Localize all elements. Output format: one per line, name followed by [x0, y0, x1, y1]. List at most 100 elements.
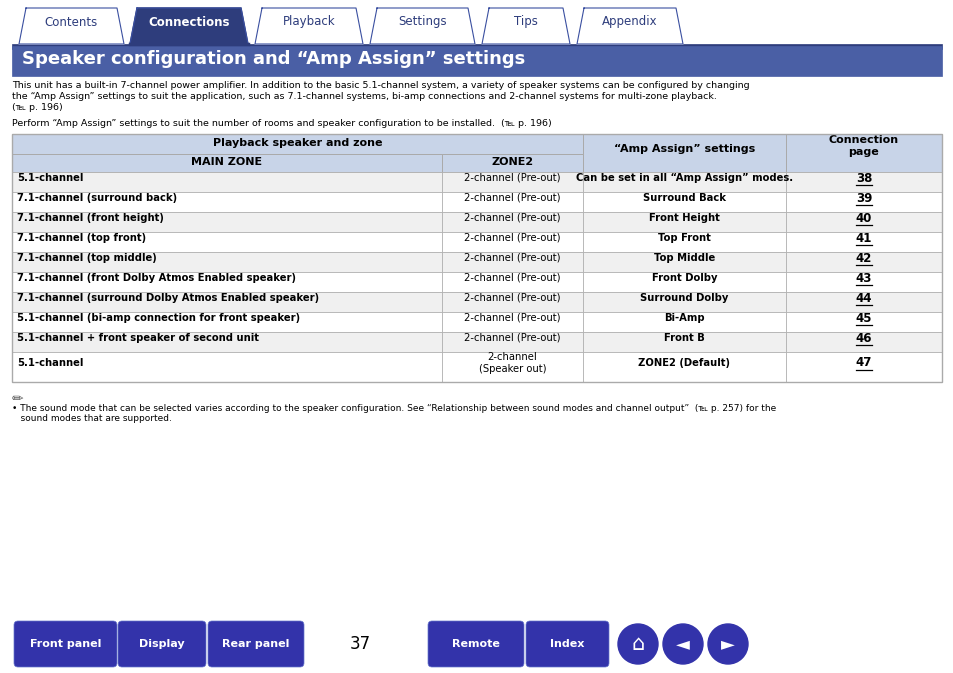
Text: Surround Back: Surround Back: [642, 193, 725, 203]
Polygon shape: [254, 8, 363, 44]
Text: 7.1-channel (surround back): 7.1-channel (surround back): [17, 193, 177, 203]
Bar: [12, 134, 941, 382]
Text: ◄: ◄: [676, 635, 689, 653]
Text: Playback: Playback: [282, 15, 335, 28]
Text: Front Dolby: Front Dolby: [651, 273, 717, 283]
Text: 2-channel (Pre-out): 2-channel (Pre-out): [464, 213, 560, 223]
Text: Connections: Connections: [148, 15, 230, 28]
Text: Front Height: Front Height: [648, 213, 720, 223]
Bar: [12, 292, 441, 312]
Text: Display: Display: [139, 639, 185, 649]
Bar: [441, 172, 582, 192]
Text: 39: 39: [855, 192, 871, 205]
Bar: [441, 352, 582, 382]
Text: Remote: Remote: [452, 639, 499, 649]
Bar: [785, 332, 941, 352]
Bar: [785, 232, 941, 252]
Text: 41: 41: [855, 232, 871, 244]
Bar: [785, 212, 941, 232]
Bar: [582, 292, 785, 312]
Polygon shape: [481, 8, 569, 44]
Text: 45: 45: [855, 312, 871, 324]
Bar: [582, 232, 785, 252]
Bar: [441, 332, 582, 352]
Bar: [785, 172, 941, 192]
Text: 2-channel (Pre-out): 2-channel (Pre-out): [464, 233, 560, 243]
Text: 2-channel (Pre-out): 2-channel (Pre-out): [464, 253, 560, 263]
Text: (℡ p. 196): (℡ p. 196): [12, 103, 63, 112]
Bar: [441, 154, 582, 172]
Text: Appendix: Appendix: [601, 15, 658, 28]
Text: 46: 46: [855, 332, 871, 345]
Text: 38: 38: [855, 172, 871, 184]
Bar: [785, 272, 941, 292]
Text: Front B: Front B: [663, 333, 704, 343]
Bar: [12, 46, 941, 76]
Bar: [12, 312, 441, 332]
Text: 7.1-channel (front height): 7.1-channel (front height): [17, 213, 164, 223]
Text: This unit has a built-in 7-channel power amplifier. In addition to the basic 5.1: This unit has a built-in 7-channel power…: [12, 81, 749, 90]
Bar: [785, 192, 941, 212]
Text: 5.1-channel: 5.1-channel: [17, 358, 83, 368]
Bar: [441, 272, 582, 292]
Text: Tips: Tips: [514, 15, 537, 28]
Bar: [12, 154, 441, 172]
FancyBboxPatch shape: [14, 621, 117, 667]
Bar: [582, 212, 785, 232]
Text: ⌂: ⌂: [631, 634, 644, 654]
Bar: [441, 192, 582, 212]
Bar: [582, 312, 785, 332]
Text: Speaker configuration and “Amp Assign” settings: Speaker configuration and “Amp Assign” s…: [22, 50, 525, 68]
Bar: [12, 192, 441, 212]
Text: Perform “Amp Assign” settings to suit the number of rooms and speaker configurat: Perform “Amp Assign” settings to suit th…: [12, 119, 551, 128]
Text: ZONE2: ZONE2: [491, 157, 533, 167]
Text: 5.1-channel: 5.1-channel: [17, 173, 83, 183]
Text: 40: 40: [855, 211, 871, 225]
FancyBboxPatch shape: [208, 621, 304, 667]
Bar: [785, 352, 941, 382]
Text: 2-channel (Pre-out): 2-channel (Pre-out): [464, 273, 560, 283]
Polygon shape: [19, 8, 124, 44]
Text: 2-channel (Pre-out): 2-channel (Pre-out): [464, 333, 560, 343]
Text: 2-channel (Pre-out): 2-channel (Pre-out): [464, 193, 560, 203]
Bar: [582, 332, 785, 352]
Bar: [12, 232, 441, 252]
Text: 2-channel (Pre-out): 2-channel (Pre-out): [464, 293, 560, 303]
Circle shape: [662, 624, 702, 664]
Bar: [12, 252, 441, 272]
Text: Playback speaker and zone: Playback speaker and zone: [213, 138, 382, 148]
Text: Top Front: Top Front: [658, 233, 710, 243]
Bar: [785, 134, 941, 172]
Bar: [441, 232, 582, 252]
Polygon shape: [577, 8, 682, 44]
Bar: [12, 332, 441, 352]
Text: 37: 37: [349, 635, 370, 653]
Text: ►: ►: [720, 635, 734, 653]
Circle shape: [618, 624, 658, 664]
Text: Front panel: Front panel: [30, 639, 101, 649]
Bar: [441, 292, 582, 312]
Polygon shape: [370, 8, 475, 44]
FancyBboxPatch shape: [428, 621, 523, 667]
Bar: [441, 252, 582, 272]
Text: Index: Index: [550, 639, 584, 649]
Text: 7.1-channel (top front): 7.1-channel (top front): [17, 233, 146, 243]
Bar: [582, 172, 785, 192]
Bar: [12, 272, 441, 292]
Text: 5.1-channel + front speaker of second unit: 5.1-channel + front speaker of second un…: [17, 333, 258, 343]
Text: 2-channel
(Speaker out): 2-channel (Speaker out): [478, 352, 546, 374]
Text: Contents: Contents: [45, 15, 98, 28]
Text: Bi-Amp: Bi-Amp: [663, 313, 704, 323]
Text: Connection
page: Connection page: [828, 135, 898, 157]
Polygon shape: [130, 8, 248, 44]
Text: Can be set in all “Amp Assign” modes.: Can be set in all “Amp Assign” modes.: [576, 173, 792, 183]
Text: 2-channel (Pre-out): 2-channel (Pre-out): [464, 173, 560, 183]
Text: Rear panel: Rear panel: [222, 639, 290, 649]
Text: Settings: Settings: [397, 15, 446, 28]
Text: 47: 47: [855, 357, 871, 369]
Text: ✏: ✏: [12, 392, 24, 406]
Text: ZONE2 (Default): ZONE2 (Default): [638, 358, 730, 368]
FancyBboxPatch shape: [525, 621, 608, 667]
Bar: [582, 272, 785, 292]
Bar: [785, 312, 941, 332]
